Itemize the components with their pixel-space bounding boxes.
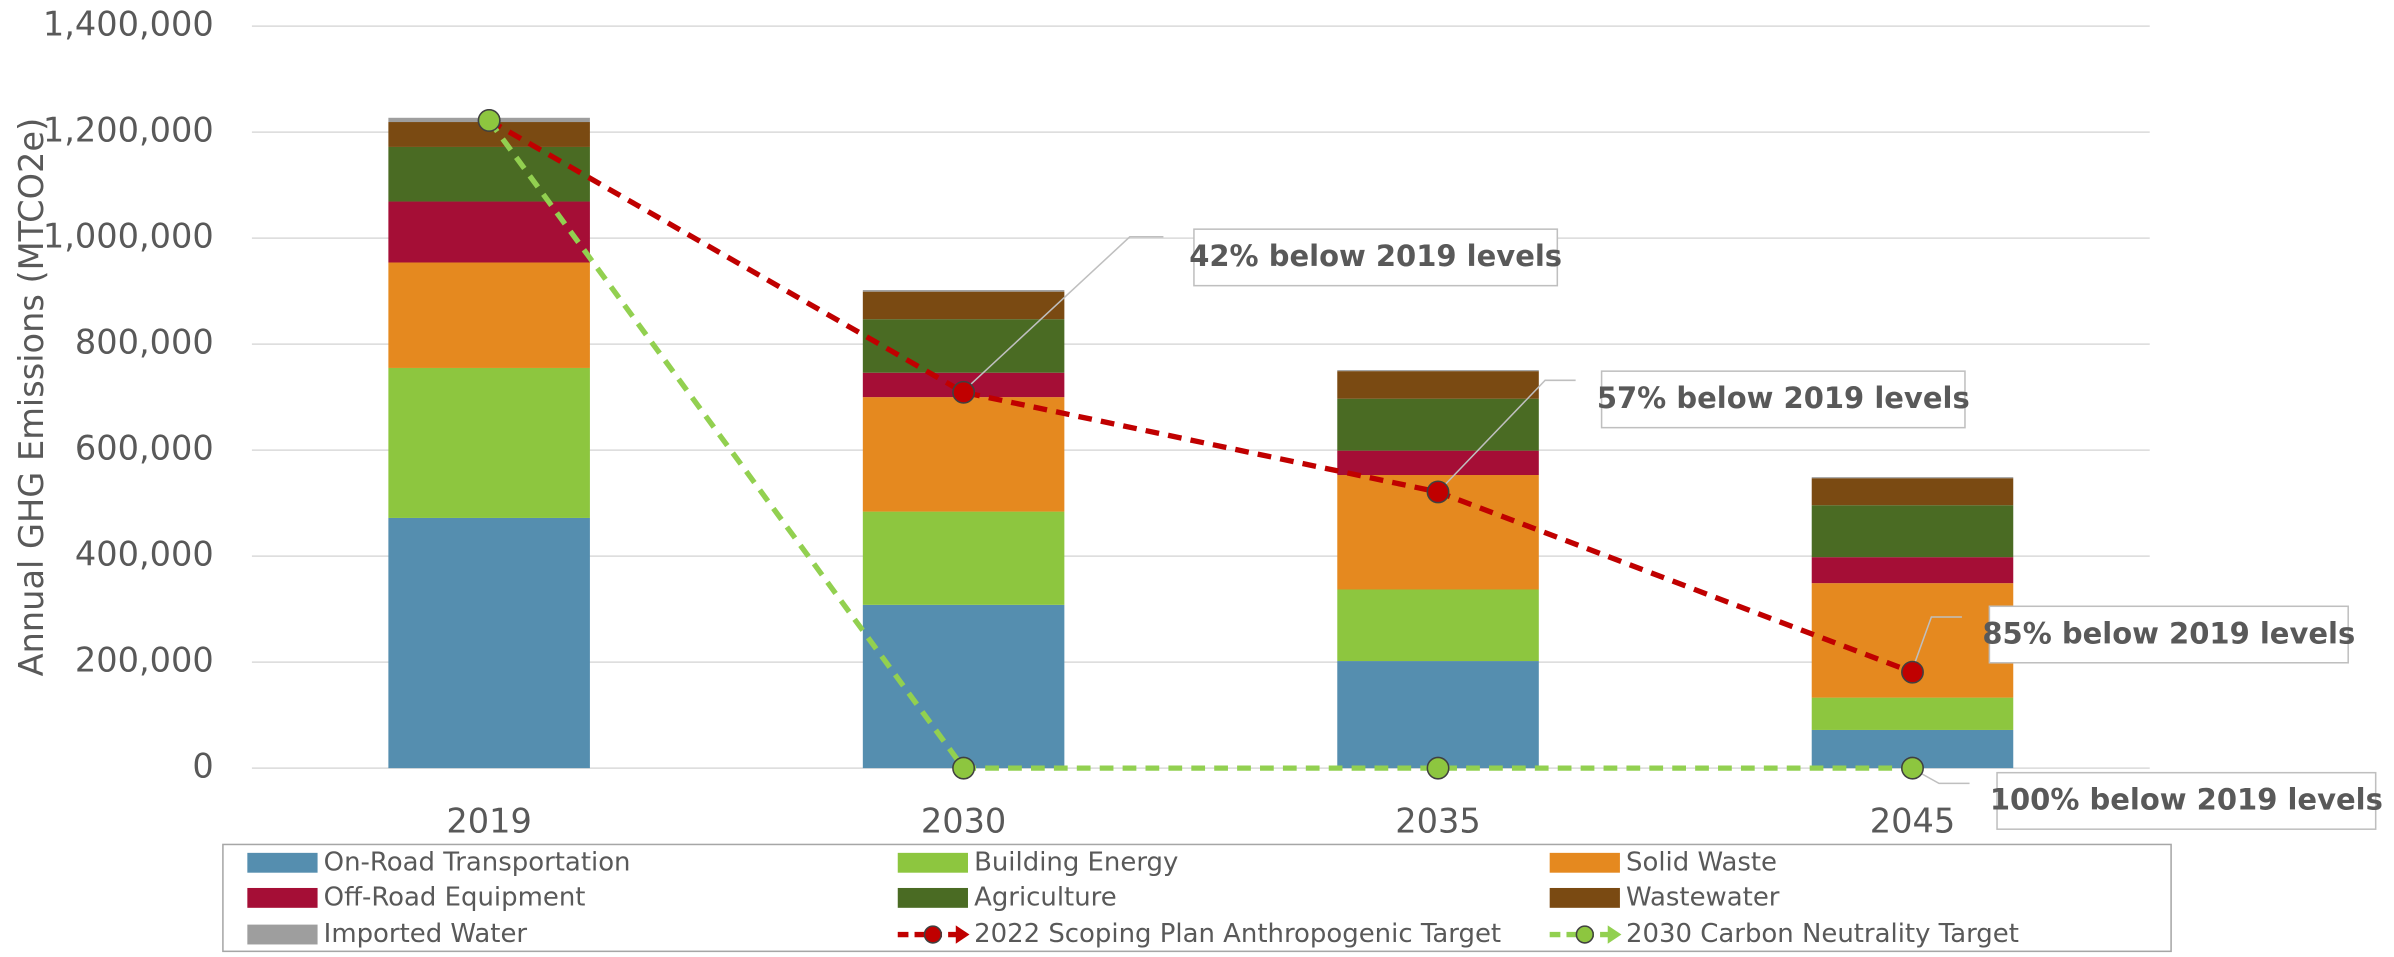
bar-segment [1811,505,2014,558]
annotation: 42% below 2019 levels [1189,239,1562,273]
bar-segment [1337,661,1539,769]
y-tick-label: 1,400,000 [43,5,214,44]
legend-arrow [955,925,970,944]
annotation: 57% below 2019 levels [1597,381,1970,415]
y-tick-label: 200,000 [75,641,214,680]
legend-label: Imported Water [324,919,528,949]
legend-label: Wastewater [1626,882,1780,912]
target-line [487,118,1914,675]
legend-swatch [1549,887,1620,908]
bar-segment [862,291,1065,320]
bar-segment [862,397,1065,512]
annotation-box [1996,771,2377,830]
legend-box [222,843,2172,953]
target-marker [1901,660,1924,684]
bar-segment [1811,477,2014,479]
x-tick-label: 2045 [1870,802,1955,841]
target-marker [1426,480,1450,504]
bar-segment [1811,557,2014,584]
bar-segment [1337,589,1539,662]
legend-swatch [247,852,318,873]
bar-segment [862,319,1065,373]
legend-marker [1575,925,1594,944]
bar-segment [1337,450,1539,476]
bar-segment [1337,370,1539,372]
y-tick-label: 600,000 [75,429,214,468]
x-tick-label: 2019 [446,802,531,841]
bar-segment [388,367,590,518]
target-line [486,118,1913,771]
bar-segment [388,201,590,263]
target-marker [1901,756,1924,780]
x-tick-label: 2030 [921,802,1006,841]
legend-swatch [897,887,968,908]
legend-label: Off-Road Equipment [324,882,586,912]
bar-segment [388,517,590,769]
annotation-box [1988,605,2349,664]
bar-segment [1811,478,2014,506]
y-tick-label: 1,200,000 [43,111,214,150]
bar-segment [862,604,1065,769]
x-tick-label: 2035 [1395,802,1480,841]
y-axis-label: Annual GHG Emissions (MTCO2e) [12,118,51,677]
y-tick-label: 400,000 [75,535,214,574]
bar-segment [388,146,590,202]
legend-label: Solid Waste [1626,847,1777,877]
y-tick-label: 0 [192,747,213,786]
bar-segment [862,511,1065,605]
annotation-box [1193,228,1559,287]
bar-segment [388,262,590,368]
bar-segment [1337,398,1539,451]
leader-line [961,236,1164,394]
bar-segment [1337,371,1539,399]
legend-label: Agriculture [974,882,1117,912]
target-marker [477,108,501,132]
target-marker [952,756,976,780]
bar-segment [1811,697,2014,730]
legend-marker [923,925,943,944]
target-marker [952,380,976,404]
leader-line [1910,616,1962,673]
bar-segment [862,290,1065,292]
annotation: 100% below 2019 levels [1990,783,2383,817]
legend-swatch [247,924,318,945]
legend-swatch [1549,852,1620,873]
legend-arrow [1607,925,1622,944]
legend-label: 2030 Carbon Neutrality Target [1626,919,2019,949]
target-marker [1426,756,1450,780]
leader-line [1437,379,1576,493]
legend-swatch [897,852,968,873]
y-tick-label: 1,000,000 [43,217,214,256]
legend-label: On-Road Transportation [324,847,631,877]
y-tick-label: 800,000 [75,323,214,362]
legend-label: Building Energy [974,847,1178,877]
legend-swatch [247,887,318,908]
annotation-box [1600,370,1966,429]
legend-label: 2022 Scoping Plan Anthropogenic Target [974,919,1501,949]
annotation: 85% below 2019 levels [1982,616,2355,650]
